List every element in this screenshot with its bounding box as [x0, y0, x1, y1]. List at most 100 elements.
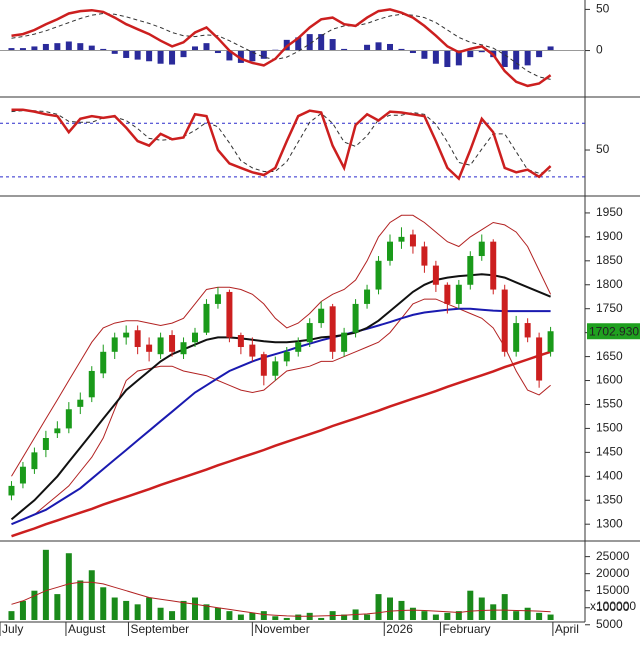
candle-body	[341, 332, 348, 352]
x-tick-label: August	[68, 622, 106, 636]
volume-bar	[226, 611, 233, 620]
y-tick-label: 15000	[596, 583, 630, 597]
histogram-bar	[364, 44, 371, 51]
candle-body	[536, 337, 543, 381]
candle-body	[157, 337, 164, 355]
volume-bar	[214, 607, 221, 620]
candle-body	[169, 335, 176, 352]
y-tick-label: 50	[596, 2, 610, 16]
y-tick-label: 1850	[596, 253, 623, 267]
histogram-bar	[467, 50, 474, 58]
histogram-bar	[524, 50, 531, 66]
y-tick-label: 1300	[596, 516, 623, 530]
histogram-bar	[42, 43, 49, 51]
histogram-bar	[237, 50, 244, 63]
y-tick-label: 1350	[596, 492, 623, 506]
candle-body	[100, 351, 107, 374]
candle-body	[283, 351, 290, 362]
volume-bar	[490, 604, 497, 620]
histogram-bar	[77, 43, 84, 51]
volume-bar	[295, 614, 302, 620]
y-tick-label: 1650	[596, 349, 623, 363]
volume-bar	[524, 607, 531, 620]
x-tick-label: February	[442, 622, 490, 636]
histogram-bar	[100, 48, 107, 51]
candle-body	[455, 284, 462, 304]
candle-body	[421, 246, 428, 266]
x-tick-label: April	[555, 622, 579, 636]
volume-bar	[157, 607, 164, 620]
candle-body	[444, 284, 451, 304]
candle-body	[432, 265, 439, 285]
volume-bar	[536, 612, 543, 620]
histogram-bar	[329, 39, 336, 51]
candle-body	[318, 308, 325, 324]
histogram-bar	[8, 48, 15, 51]
histogram-bar	[455, 50, 462, 66]
y-tick-label: 1900	[596, 229, 623, 243]
volume-bar	[467, 590, 474, 620]
y-tick-label: 1400	[596, 468, 623, 482]
volume-bar	[31, 590, 38, 620]
x-tick-label: September	[130, 622, 189, 636]
histogram-bar	[260, 50, 267, 59]
y-tick-label: 1800	[596, 277, 623, 291]
candle-body	[306, 323, 313, 343]
moving-average	[10, 273, 551, 521]
volume-bar	[341, 614, 348, 620]
histogram-bar	[478, 50, 485, 53]
volume-bar	[283, 617, 290, 620]
y-tick-label: 50	[596, 142, 610, 156]
candle-body	[111, 337, 118, 352]
volume-bar	[478, 597, 485, 620]
histogram-bar	[501, 50, 508, 68]
candle-body	[226, 291, 233, 338]
candle-body	[409, 234, 416, 247]
histogram-bar	[19, 48, 26, 51]
histogram-bar	[192, 46, 198, 51]
candle-body	[501, 289, 508, 352]
candle-body	[180, 342, 187, 355]
signal-line	[11, 12, 551, 80]
volume-bar	[409, 607, 416, 620]
histogram-bar	[214, 50, 221, 54]
volume-bar	[100, 587, 107, 620]
volume-bar	[513, 611, 520, 620]
candle-body	[8, 485, 15, 496]
last-price-box	[587, 323, 640, 340]
histogram-bar	[111, 50, 118, 54]
histogram-bar	[157, 50, 164, 64]
candle-body	[203, 303, 210, 333]
volume-bar	[387, 597, 393, 620]
volume-bar	[203, 604, 210, 620]
y-tick-label: 0	[596, 43, 603, 57]
candle-body	[123, 332, 130, 338]
candle-body	[467, 256, 474, 285]
y-tick-label: 25000	[596, 549, 630, 563]
candle-body	[19, 466, 26, 484]
candle-body	[524, 323, 531, 338]
volume-bar	[455, 611, 462, 620]
volume-bar	[146, 597, 153, 620]
candle-body	[260, 354, 267, 376]
candle-body	[249, 344, 256, 357]
moving-average	[11, 350, 551, 538]
y-tick-label: 5000	[596, 617, 623, 631]
candle-body	[478, 241, 485, 257]
candle-body	[134, 330, 141, 348]
candle-body	[146, 344, 153, 352]
macd-line	[11, 8, 552, 88]
histogram-bar	[306, 34, 313, 51]
histogram-bar	[123, 50, 130, 58]
y-tick-label: 1500	[596, 421, 623, 435]
candle-body	[513, 323, 520, 352]
candle-body	[387, 241, 393, 261]
histogram-bar	[203, 43, 210, 51]
volume-bar	[77, 580, 84, 620]
volume-bar	[111, 597, 118, 620]
candle-body	[375, 260, 382, 290]
histogram-bar	[226, 50, 233, 61]
volume-bar	[272, 616, 279, 620]
